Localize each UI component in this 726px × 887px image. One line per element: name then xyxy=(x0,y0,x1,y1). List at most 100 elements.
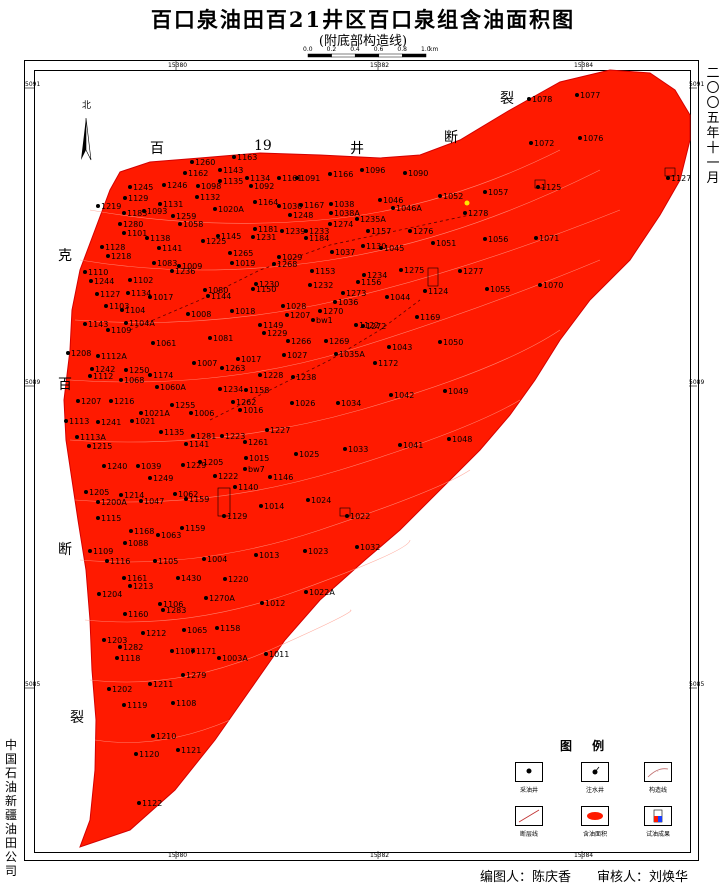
well-dot[interactable] xyxy=(258,323,262,327)
well-dot[interactable] xyxy=(280,229,284,233)
well-dot[interactable] xyxy=(345,514,349,518)
well-dot[interactable] xyxy=(373,361,377,365)
well-dot[interactable] xyxy=(213,207,217,211)
well-dot[interactable] xyxy=(385,295,389,299)
well-dot[interactable] xyxy=(120,308,124,312)
well-dot[interactable] xyxy=(277,204,281,208)
well-dot[interactable] xyxy=(341,291,345,295)
well-dot[interactable] xyxy=(134,752,138,756)
well-dot[interactable] xyxy=(204,596,208,600)
well-dot[interactable] xyxy=(102,638,106,642)
well-dot[interactable] xyxy=(142,209,146,213)
well-dot[interactable] xyxy=(251,235,255,239)
well-dot[interactable] xyxy=(232,155,236,159)
well-dot[interactable] xyxy=(216,234,220,238)
well-dot[interactable] xyxy=(128,584,132,588)
well-dot[interactable] xyxy=(213,474,217,478)
well-dot[interactable] xyxy=(83,270,87,274)
well-dot[interactable] xyxy=(158,602,162,606)
well-dot[interactable] xyxy=(328,222,332,226)
well-dot[interactable] xyxy=(202,557,206,561)
well-dot[interactable] xyxy=(96,354,100,358)
well-dot[interactable] xyxy=(181,673,185,677)
well-dot[interactable] xyxy=(354,323,358,327)
well-dot[interactable] xyxy=(96,420,100,424)
well-dot[interactable] xyxy=(220,366,224,370)
well-dot[interactable] xyxy=(128,185,132,189)
well-dot[interactable] xyxy=(191,434,195,438)
well-dot[interactable] xyxy=(291,375,295,379)
well-dot[interactable] xyxy=(88,549,92,553)
well-dot[interactable] xyxy=(230,309,234,313)
well-dot[interactable] xyxy=(244,456,248,460)
well-dot[interactable] xyxy=(355,217,359,221)
well-dot[interactable] xyxy=(262,331,266,335)
well-dot[interactable] xyxy=(231,400,235,404)
well-dot[interactable] xyxy=(119,378,123,382)
well-dot[interactable] xyxy=(458,269,462,273)
well-dot[interactable] xyxy=(100,245,104,249)
well-dot[interactable] xyxy=(180,526,184,530)
well-dot[interactable] xyxy=(189,411,193,415)
well-dot[interactable] xyxy=(190,160,194,164)
well-dot[interactable] xyxy=(123,612,127,616)
well-dot[interactable] xyxy=(84,490,88,494)
well-dot[interactable] xyxy=(123,196,127,200)
well-dot[interactable] xyxy=(360,168,364,172)
well-dot[interactable] xyxy=(245,176,249,180)
well-dot[interactable] xyxy=(295,176,299,180)
well-dot[interactable] xyxy=(178,222,182,226)
well-dot[interactable] xyxy=(196,184,200,188)
well-dot[interactable] xyxy=(288,213,292,217)
well-dot[interactable] xyxy=(378,198,382,202)
well-dot[interactable] xyxy=(198,460,202,464)
well-dot[interactable] xyxy=(123,541,127,545)
well-dot[interactable] xyxy=(304,236,308,240)
well-dot[interactable] xyxy=(259,504,263,508)
well-dot[interactable] xyxy=(398,443,402,447)
well-dot[interactable] xyxy=(222,514,226,518)
well-dot[interactable] xyxy=(195,195,199,199)
well-dot[interactable] xyxy=(176,576,180,580)
well-dot[interactable] xyxy=(158,202,162,206)
well-dot[interactable] xyxy=(223,577,227,581)
well-dot[interactable] xyxy=(218,179,222,183)
well-dot[interactable] xyxy=(311,318,315,322)
well-dot[interactable] xyxy=(438,340,442,344)
well-dot[interactable] xyxy=(391,206,395,210)
well-dot[interactable] xyxy=(243,440,247,444)
well-dot[interactable] xyxy=(244,388,248,392)
well-dot[interactable] xyxy=(106,328,110,332)
well-dot[interactable] xyxy=(148,295,152,299)
well-dot[interactable] xyxy=(161,608,165,612)
well-dot[interactable] xyxy=(399,268,403,272)
well-dot[interactable] xyxy=(218,387,222,391)
well-dot[interactable] xyxy=(126,291,130,295)
well-dot[interactable] xyxy=(281,304,285,308)
well-dot[interactable] xyxy=(162,183,166,187)
well-dot[interactable] xyxy=(156,533,160,537)
well-dot[interactable] xyxy=(343,447,347,451)
well-dot[interactable] xyxy=(130,419,134,423)
well-dot[interactable] xyxy=(124,368,128,372)
well-dot[interactable] xyxy=(328,172,332,176)
well-dot[interactable] xyxy=(122,211,126,215)
well-dot[interactable] xyxy=(218,168,222,172)
well-dot[interactable] xyxy=(447,437,451,441)
well-dot[interactable] xyxy=(318,309,322,313)
well-dot[interactable] xyxy=(89,279,93,283)
well-dot[interactable] xyxy=(148,476,152,480)
well-dot[interactable] xyxy=(96,516,100,520)
well-dot[interactable] xyxy=(173,492,177,496)
well-dot[interactable] xyxy=(483,237,487,241)
well-dot[interactable] xyxy=(90,367,94,371)
well-dot[interactable] xyxy=(306,498,310,502)
well-dot[interactable] xyxy=(124,321,128,325)
well-dot[interactable] xyxy=(145,236,149,240)
well-dot[interactable] xyxy=(356,280,360,284)
well-dot[interactable] xyxy=(141,631,145,635)
well-dot[interactable] xyxy=(88,374,92,378)
well-dot[interactable] xyxy=(119,493,123,497)
well-dot[interactable] xyxy=(136,464,140,468)
well-dot[interactable] xyxy=(324,339,328,343)
